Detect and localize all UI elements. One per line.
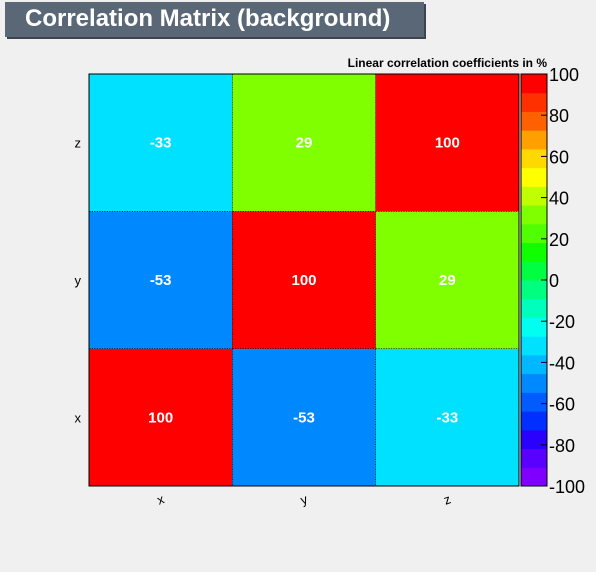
cell-value-label: 29 [439, 272, 456, 289]
colorbar-segment [521, 223, 547, 244]
colorbar-segment [521, 336, 547, 356]
y-axis-labels: x y z [75, 136, 82, 426]
colorbar-segment [521, 130, 547, 150]
x-tick-label: z [442, 491, 453, 507]
colorbar [520, 73, 548, 487]
colorbar-segment [521, 242, 547, 262]
colorbar-segment [521, 205, 547, 225]
y-tick-label: x [75, 410, 82, 425]
colorbar-tick-label: -100 [549, 477, 585, 497]
colorbar-tick-label: -80 [549, 436, 575, 456]
heatmap-cell-labels: 100 -53 -33 -53 100 29 -33 29 100 [148, 135, 460, 427]
y-tick-label: y [75, 273, 82, 288]
colorbar-segment [521, 392, 547, 412]
heatmap-cell [232, 211, 376, 349]
colorbar-segment [521, 317, 547, 337]
x-tick-label: y [298, 491, 310, 507]
colorbar-ticks: 100 80 60 40 20 0 -20 -40 -60 -80 -100 [541, 65, 585, 497]
colorbar-segment [521, 354, 547, 375]
cell-value-label: -53 [293, 409, 315, 426]
colorbar-segment [521, 167, 547, 187]
cell-value-label: 100 [435, 135, 460, 152]
colorbar-segment [521, 280, 547, 300]
heatmap-cell [375, 211, 520, 349]
cell-value-label: -33 [436, 409, 458, 426]
colorbar-segment [521, 74, 547, 94]
cell-value-label: 100 [291, 272, 316, 289]
colorbar-tick-label: 20 [549, 230, 569, 250]
cell-value-label: -53 [150, 272, 172, 289]
colorbar-segment [521, 92, 547, 112]
colorbar-segment [521, 186, 547, 206]
colorbar-segment [521, 373, 547, 393]
colorbar-tick-label: 60 [549, 147, 569, 167]
colorbar-segment [521, 429, 547, 450]
colorbar-segment [521, 411, 547, 431]
colorbar-tick-label: -60 [549, 395, 575, 415]
y-tick-label: z [75, 136, 82, 151]
colorbar-tick-label: 80 [549, 106, 569, 126]
colorbar-segment [521, 148, 547, 169]
colorbar-segment [521, 111, 547, 131]
colorbar-segment [521, 448, 547, 468]
heatmap-cell [88, 348, 233, 487]
x-axis-labels: x y z [155, 491, 453, 507]
x-tick-label: x [155, 491, 167, 507]
colorbar-tick-label: 40 [549, 189, 569, 209]
heatmap-cell [375, 348, 520, 487]
chart-title: Correlation Matrix (background) [5, 2, 424, 37]
colorbar-tick-label: 0 [549, 271, 559, 291]
heatmap-cell [88, 211, 233, 349]
colorbar-tick-label: 100 [549, 65, 579, 85]
colorbar-segment [521, 261, 547, 281]
colorbar-segment [521, 298, 547, 318]
cell-value-label: -33 [150, 135, 172, 152]
heatmap-cell [232, 348, 376, 487]
heatmap-cell [88, 73, 233, 212]
colorbar-segment [521, 467, 547, 487]
colorbar-title: Linear correlation coefficients in % [348, 56, 548, 70]
heatmap-cells [88, 73, 520, 487]
colorbar-tick-label: -40 [549, 353, 575, 373]
cell-value-label: 100 [148, 409, 173, 426]
heatmap-cell [375, 73, 520, 212]
plot-frame [88, 73, 520, 487]
colorbar-tick-label: -20 [549, 312, 575, 332]
heatmap-cell [232, 73, 376, 212]
cell-value-label: 29 [296, 135, 313, 152]
